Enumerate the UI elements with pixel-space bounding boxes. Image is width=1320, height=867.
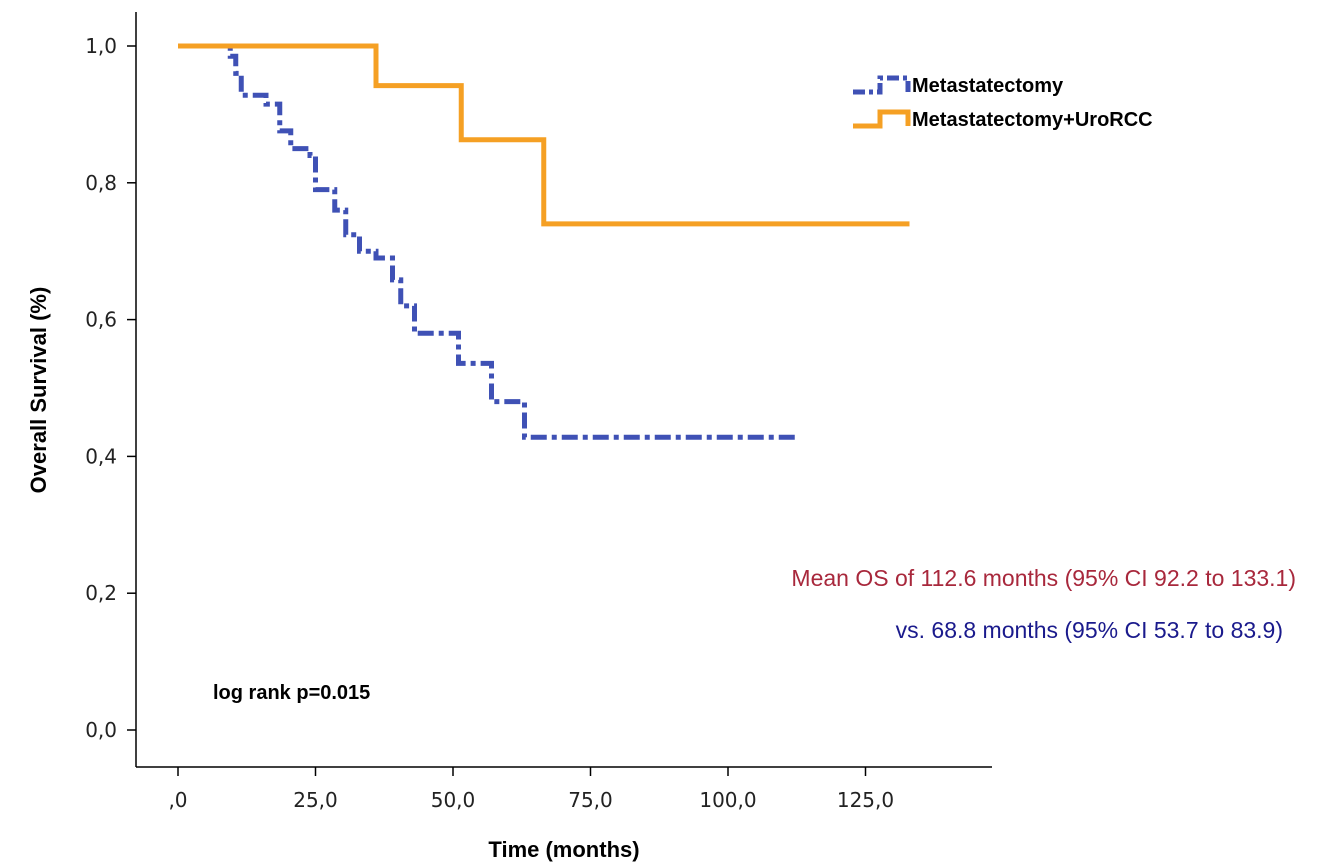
y-tick-label: 0,4 (85, 444, 117, 468)
y-tick-label: 0,8 (85, 171, 117, 195)
legend-swatch (853, 75, 911, 95)
y-ticks: 0,0 0,2 0,4 0,6 0,8 1,0 (85, 34, 136, 742)
legend-item-metastatectomy: Metastatectomy (853, 75, 1064, 97)
comparison-annotation: vs. 68.8 months (95% CI 53.7 to 83.9) (896, 617, 1283, 643)
x-tick-label: ,0 (168, 788, 187, 812)
legend-item-metastatectomy-urorcc: Metastatectomy+UroRCC (853, 109, 1153, 131)
x-tick-label: 75,0 (568, 788, 613, 812)
mean-os-annotation: Mean OS of 112.6 months (95% CI 92.2 to … (791, 565, 1296, 591)
legend-label: Metastatectomy+UroRCC (912, 109, 1153, 131)
y-tick-label: 0,2 (85, 581, 117, 605)
x-axis-title: Time (months) (488, 837, 639, 862)
x-tick-label: 25,0 (293, 788, 338, 812)
series-lines (178, 43, 910, 440)
x-tick-label: 50,0 (431, 788, 476, 812)
y-axis-title: Overall Survival (%) (26, 287, 51, 494)
y-tick-label: 1,0 (85, 34, 117, 58)
log-rank-annotation: log rank p=0.015 (213, 682, 370, 704)
y-tick-label: 0,6 (85, 308, 117, 332)
series-line-metastatectomy-urorcc (178, 43, 910, 227)
legend-label: Metastatectomy (912, 75, 1064, 97)
x-tick-label: 125,0 (837, 788, 894, 812)
series-line-metastatectomy (178, 43, 800, 440)
legend-swatch (853, 109, 911, 129)
x-tick-label: 100,0 (699, 788, 756, 812)
y-tick-label: 0,0 (85, 718, 117, 742)
legend: Metastatectomy Metastatectomy+UroRCC (853, 75, 1153, 131)
x-ticks: ,0 25,0 50,0 75,0 100,0 125,0 (168, 767, 894, 812)
axes (135, 12, 992, 768)
